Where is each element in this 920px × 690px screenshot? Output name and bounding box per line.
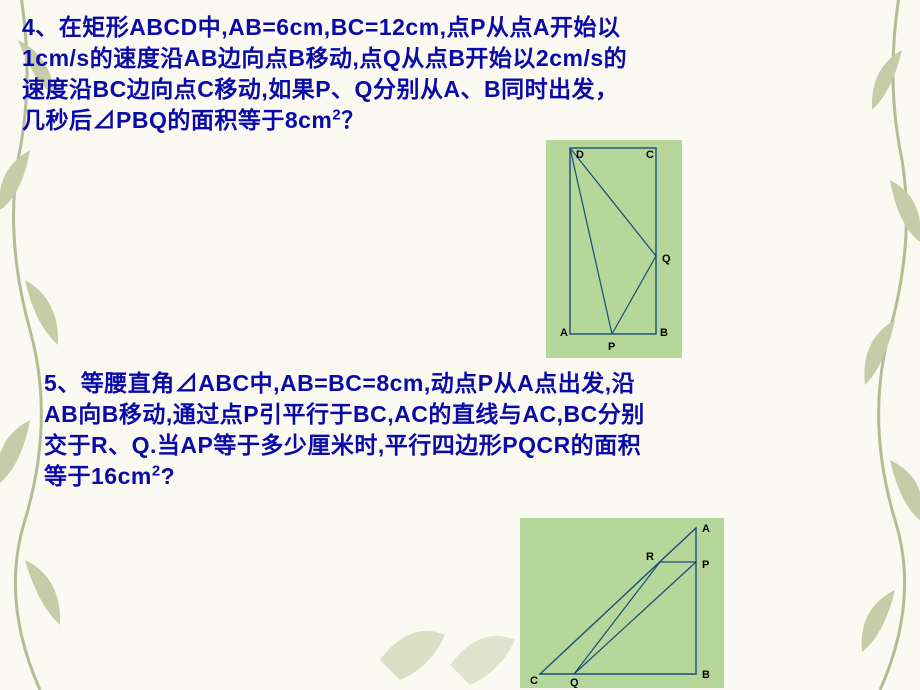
p1-line1: 在矩形ABCD中,AB=6cm,BC=12cm,点P从点A开始以 [59, 14, 621, 40]
p1-line4a: 几秒后⊿PBQ的面积等于8cm [22, 107, 332, 133]
figure-triangle-abc: A P R B C Q [520, 518, 724, 688]
p2-line4a: 等于16cm [44, 463, 152, 489]
p1-sup: 2 [332, 106, 341, 123]
problem-5-text: 5、等腰直角⊿ABC中,AB=BC=8cm,动点P从A点出发,沿 AB向B移动,… [22, 368, 898, 492]
label-R: R [646, 551, 654, 563]
p2-sup: 2 [152, 463, 161, 480]
p2-line1: 等腰直角⊿ABC中,AB=BC=8cm,动点P从A点出发,沿 [81, 370, 635, 396]
slide-content: 4、在矩形ABCD中,AB=6cm,BC=12cm,点P从点A开始以 1cm/s… [0, 0, 920, 492]
label-Q2: Q [570, 677, 579, 688]
label-B2: B [702, 669, 710, 681]
p1-line3: 速度沿BC边向点C移动,如果P、Q分别从A、B同时出发， [22, 76, 619, 102]
label-P2: P [702, 559, 709, 571]
problem-4-text: 4、在矩形ABCD中,AB=6cm,BC=12cm,点P从点A开始以 1cm/s… [22, 12, 898, 136]
p2-line4b: ? [161, 463, 176, 489]
problem-5-number: 5、 [44, 370, 81, 396]
problem-4-number: 4、 [22, 14, 59, 40]
label-C2: C [530, 675, 538, 687]
p1-line2: 1cm/s的速度沿AB边向点B移动,点Q从点B开始以2cm/s的 [22, 45, 627, 71]
p2-line2: AB向B移动,通过点P引平行于BC,AC的直线与AC,BC分别 [44, 401, 645, 427]
p1-line4b: ？ [341, 107, 365, 133]
p2-line3: 交于R、Q.当AP等于多少厘米时,平行四边形PQCR的面积 [44, 432, 641, 458]
label-A2: A [702, 523, 710, 535]
